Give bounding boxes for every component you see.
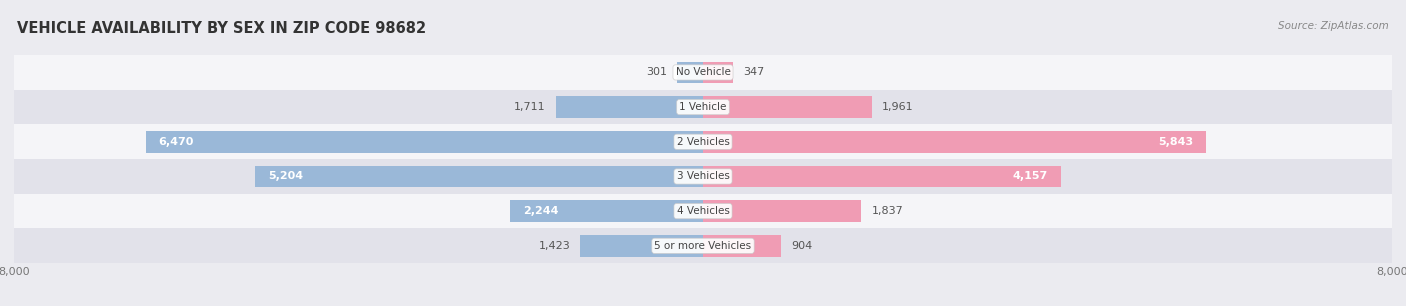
Bar — [146, 131, 703, 152]
Text: VEHICLE AVAILABILITY BY SEX IN ZIP CODE 98682: VEHICLE AVAILABILITY BY SEX IN ZIP CODE … — [17, 21, 426, 36]
Text: No Vehicle: No Vehicle — [675, 67, 731, 77]
Bar — [555, 96, 703, 118]
Bar — [703, 131, 1206, 152]
Text: 1,961: 1,961 — [882, 102, 914, 112]
Bar — [510, 200, 703, 222]
Bar — [14, 125, 1392, 159]
Text: 1,423: 1,423 — [538, 241, 569, 251]
Text: 4 Vehicles: 4 Vehicles — [676, 206, 730, 216]
Text: 5,204: 5,204 — [267, 171, 302, 181]
Text: 347: 347 — [744, 67, 765, 77]
Bar — [14, 194, 1392, 229]
Text: 4,157: 4,157 — [1012, 171, 1047, 181]
Text: 5,843: 5,843 — [1159, 137, 1194, 147]
Bar — [581, 235, 703, 256]
Bar — [703, 235, 780, 256]
Bar — [14, 90, 1392, 125]
Text: 2 Vehicles: 2 Vehicles — [676, 137, 730, 147]
Text: 1 Vehicle: 1 Vehicle — [679, 102, 727, 112]
Bar — [254, 166, 703, 187]
Text: Source: ZipAtlas.com: Source: ZipAtlas.com — [1278, 21, 1389, 32]
Text: 1,837: 1,837 — [872, 206, 903, 216]
Bar — [703, 200, 862, 222]
Text: 1,711: 1,711 — [513, 102, 546, 112]
Text: 904: 904 — [792, 241, 813, 251]
Text: 301: 301 — [645, 67, 666, 77]
Bar — [703, 166, 1062, 187]
Bar — [14, 55, 1392, 90]
Bar — [14, 229, 1392, 263]
Text: 5 or more Vehicles: 5 or more Vehicles — [654, 241, 752, 251]
Bar — [703, 96, 872, 118]
Bar — [678, 62, 703, 83]
Bar — [14, 159, 1392, 194]
Bar — [703, 62, 733, 83]
Text: 6,470: 6,470 — [159, 137, 194, 147]
Text: 2,244: 2,244 — [523, 206, 558, 216]
Text: 3 Vehicles: 3 Vehicles — [676, 171, 730, 181]
